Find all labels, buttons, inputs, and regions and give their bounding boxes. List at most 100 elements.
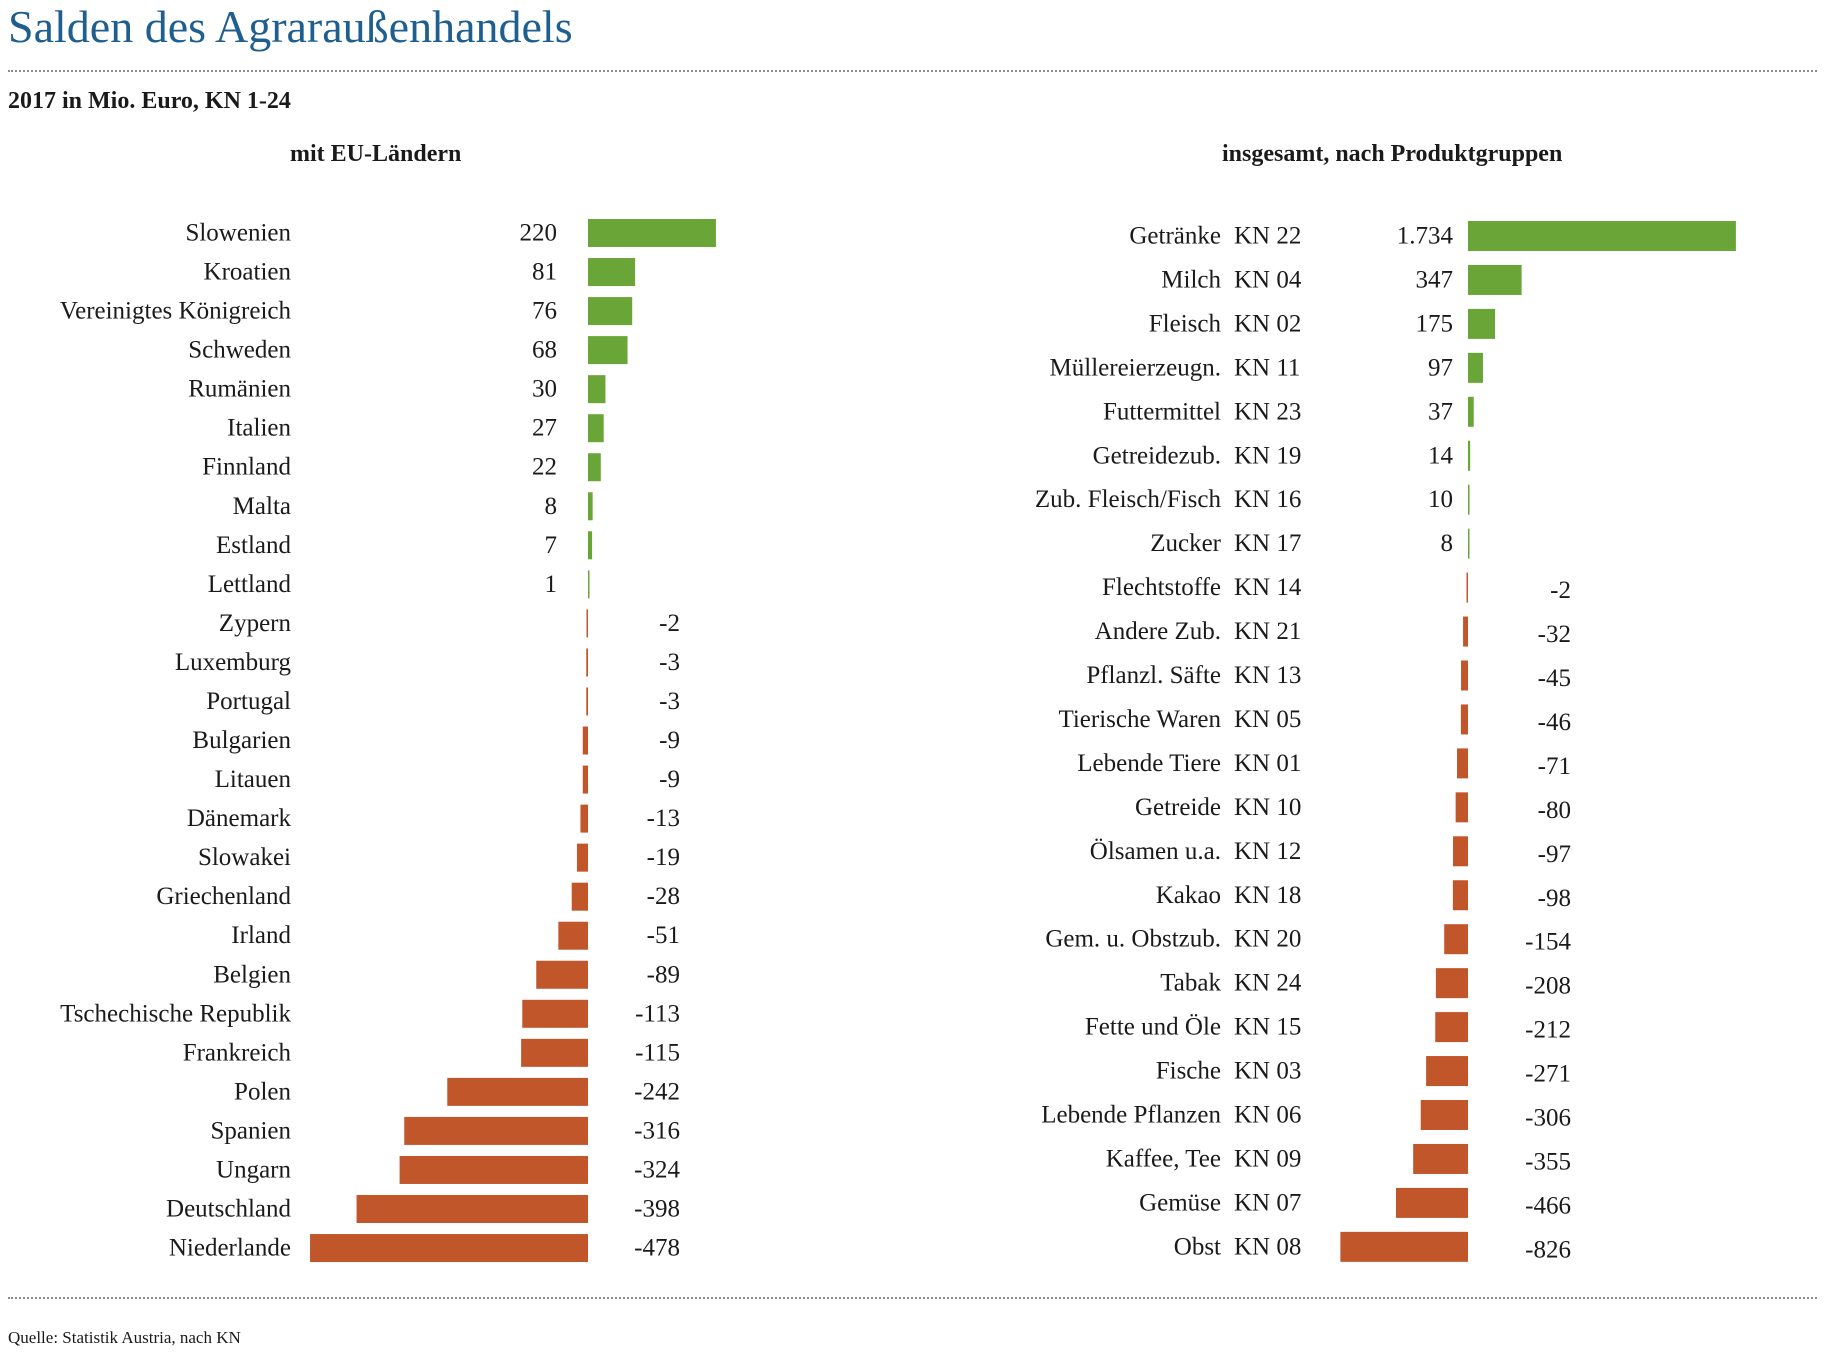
value-label: -113 <box>635 1000 680 1027</box>
bar <box>1468 396 1474 427</box>
product-code-label: KN 03 <box>1234 1058 1301 1085</box>
category-label: Italien <box>227 415 291 442</box>
bar <box>1460 704 1468 735</box>
value-label: -3 <box>659 649 680 676</box>
value-label: 14 <box>1428 442 1454 469</box>
bar <box>1420 1100 1468 1130</box>
product-code-label: KN 06 <box>1234 1102 1301 1129</box>
top-divider <box>8 70 1817 72</box>
source-note: Quelle: Statistik Austria, nach KN <box>8 1328 241 1347</box>
value-label: 30 <box>532 376 557 403</box>
value-label: 1.734 <box>1397 223 1454 250</box>
product-code-label: KN 24 <box>1234 970 1302 997</box>
category-label: Zypern <box>219 610 292 637</box>
product-code-label: KN 22 <box>1234 223 1301 250</box>
bar <box>1468 440 1471 471</box>
bar <box>558 921 588 950</box>
bar <box>521 1038 588 1067</box>
category-label: Belgien <box>213 961 291 988</box>
value-label: -208 <box>1525 973 1571 1000</box>
chart-subtitle: 2017 in Mio. Euro, KN 1-24 <box>8 88 291 114</box>
value-label: -32 <box>1538 621 1571 648</box>
bar <box>404 1116 588 1145</box>
right-bar-chart: Getränke KN 22 1.734 Milch KN 04 347 Fleisch KN… <box>1035 221 1736 1263</box>
value-label: -28 <box>647 883 680 910</box>
category-label: Obst <box>1174 1233 1221 1260</box>
category-label: Litauen <box>215 766 292 793</box>
category-label: Milch <box>1161 266 1221 293</box>
bar <box>1340 1231 1468 1262</box>
value-label: 22 <box>532 454 557 481</box>
bar <box>1435 968 1468 999</box>
product-code-label: KN 20 <box>1234 926 1301 953</box>
bar <box>356 1195 588 1223</box>
value-label: -355 <box>1525 1148 1571 1175</box>
bar <box>1461 660 1468 691</box>
bar <box>588 414 604 443</box>
value-label: 37 <box>1428 398 1453 425</box>
category-label: Vereinigtes Königreich <box>60 298 292 325</box>
value-label: -212 <box>1525 1017 1571 1044</box>
bar <box>588 258 636 287</box>
bar <box>1463 616 1468 647</box>
category-label: Lebende Tiere <box>1077 750 1221 777</box>
bar <box>447 1077 588 1106</box>
category-label: Futtermittel <box>1103 398 1221 425</box>
category-label: Kroatien <box>204 259 292 286</box>
bar <box>1468 528 1470 559</box>
product-code-label: KN 09 <box>1234 1145 1301 1172</box>
category-label: Malta <box>233 493 291 520</box>
value-label: -2 <box>659 610 680 637</box>
bar <box>1413 1143 1468 1174</box>
bar <box>588 297 633 326</box>
value-label: 8 <box>1441 530 1454 557</box>
value-label: -3 <box>659 688 680 715</box>
category-label: Lettland <box>208 571 292 598</box>
product-code-label: KN 04 <box>1234 266 1302 293</box>
category-label: Frankreich <box>183 1039 292 1066</box>
category-label: Slowakei <box>198 844 291 871</box>
value-label: 10 <box>1428 486 1453 513</box>
category-label: Andere Zub. <box>1095 618 1221 645</box>
category-label: Estland <box>216 532 291 559</box>
bar <box>1468 352 1483 383</box>
product-code-label: KN 05 <box>1234 706 1301 733</box>
bar <box>1468 308 1496 339</box>
product-code-label: KN 11 <box>1234 354 1300 381</box>
bar <box>536 960 588 989</box>
category-label: Tschechische Republik <box>60 1000 291 1027</box>
value-label: 220 <box>520 220 558 247</box>
category-label: Luxemburg <box>175 649 292 676</box>
category-label: Portugal <box>206 688 291 715</box>
category-label: Fette und Öle <box>1085 1014 1221 1041</box>
value-label: 347 <box>1416 266 1454 293</box>
value-label: -80 <box>1538 797 1571 824</box>
product-code-label: KN 23 <box>1234 398 1301 425</box>
value-label: 7 <box>545 532 558 559</box>
value-label: -9 <box>659 727 680 754</box>
category-label: Getreide <box>1135 794 1221 821</box>
category-label: Schweden <box>188 337 291 364</box>
category-label: Zucker <box>1150 530 1221 557</box>
category-label: Tierische Waren <box>1058 706 1221 733</box>
bar <box>588 570 590 599</box>
bar <box>588 336 628 365</box>
chart-title: Salden des Agraraußenhandels <box>8 1 573 52</box>
bar <box>1444 924 1468 955</box>
category-label: Pflanzl. Säfte <box>1086 662 1221 689</box>
value-label: 76 <box>532 298 557 325</box>
bar <box>310 1234 588 1263</box>
category-label: Getränke <box>1129 223 1221 250</box>
bar <box>588 219 716 247</box>
product-code-label: KN 19 <box>1234 442 1301 469</box>
bar <box>586 648 588 677</box>
value-label: -98 <box>1538 885 1571 912</box>
category-label: Dänemark <box>187 805 292 832</box>
category-label: Polen <box>234 1078 291 1105</box>
category-label: Fische <box>1156 1058 1221 1085</box>
value-label: 8 <box>545 493 558 520</box>
category-label: Ölsamen u.a. <box>1090 838 1221 865</box>
bar <box>588 453 601 482</box>
value-label: -242 <box>634 1078 680 1105</box>
